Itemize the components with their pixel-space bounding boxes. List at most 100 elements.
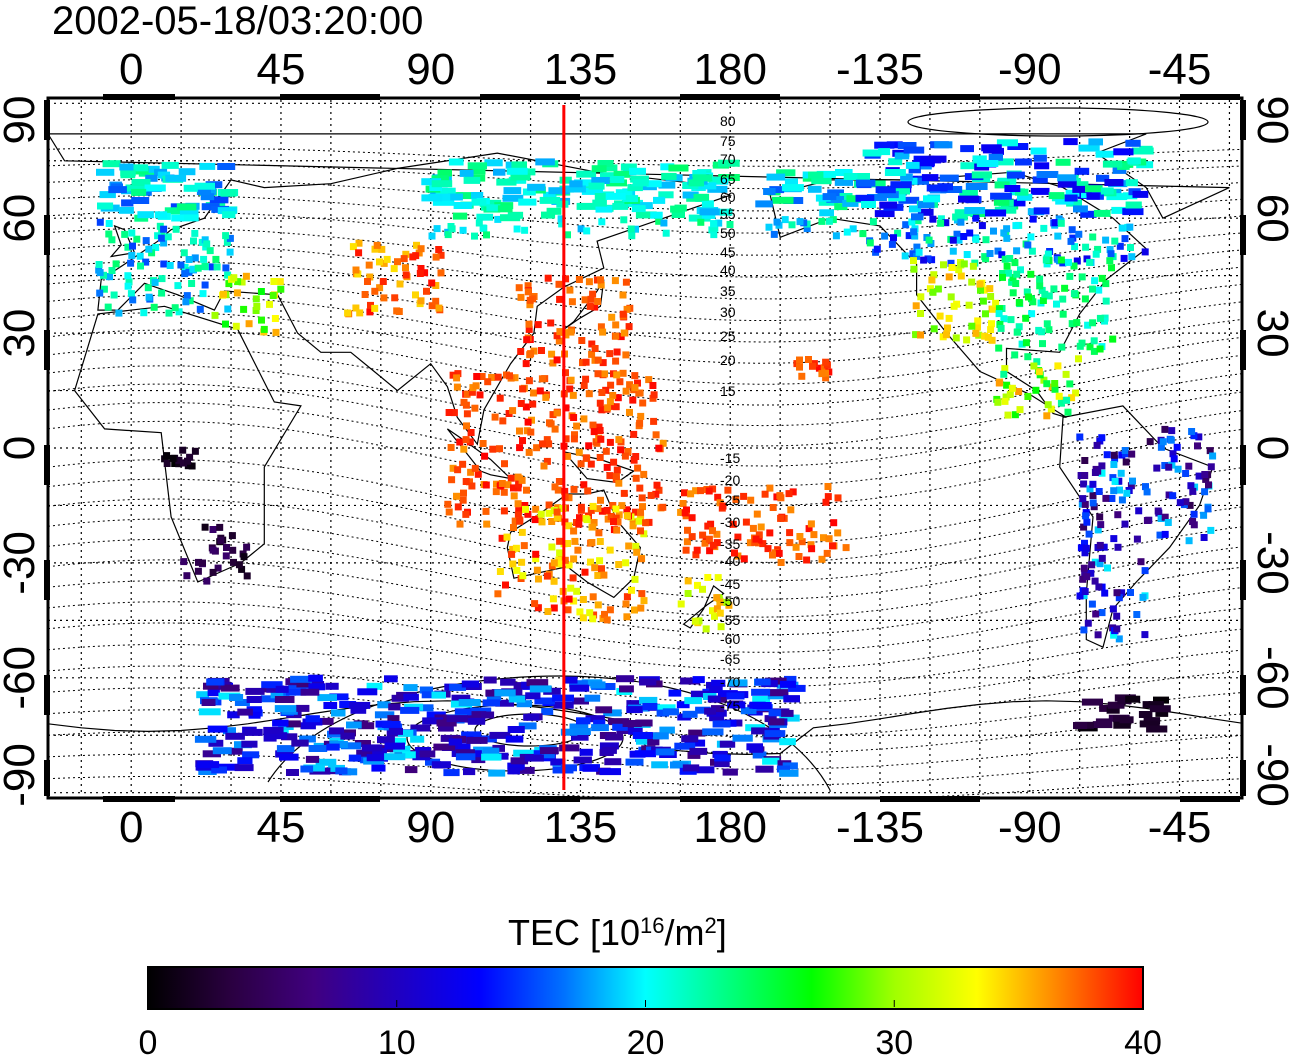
tec-point — [668, 689, 682, 697]
tec-point — [492, 488, 500, 496]
tec-point — [209, 526, 217, 533]
tec-point — [684, 697, 703, 705]
tec-point — [1169, 450, 1177, 458]
tec-point — [606, 606, 614, 614]
tec-point — [553, 508, 561, 516]
tec-point — [518, 198, 537, 206]
tec-point — [383, 255, 391, 263]
tec-point — [1004, 411, 1012, 419]
tec-point — [510, 492, 518, 500]
tec-point — [610, 458, 618, 466]
tec-point — [1089, 285, 1096, 293]
tec-point — [456, 192, 475, 200]
tec-point — [534, 321, 542, 329]
tec-point — [570, 485, 578, 493]
tec-point — [596, 557, 604, 565]
tec-point — [317, 694, 337, 702]
tec-point — [240, 553, 248, 561]
tec-point — [647, 491, 655, 499]
tec-point — [1036, 171, 1059, 178]
tec-point — [1079, 575, 1087, 583]
tec-point — [127, 259, 135, 267]
tec-point — [1112, 166, 1127, 174]
tec-point — [125, 278, 133, 286]
tec-point — [612, 357, 620, 365]
tec-point — [180, 249, 188, 257]
tec-point — [579, 614, 587, 622]
tec-point — [276, 745, 295, 753]
tec-point — [1027, 270, 1035, 278]
tec-point — [908, 166, 921, 174]
tec-point — [244, 728, 263, 736]
tec-point — [462, 510, 470, 518]
maglat-label: 45 — [720, 244, 736, 260]
tec-point — [803, 225, 811, 233]
tec-point — [913, 243, 921, 251]
tec-point — [620, 216, 628, 224]
tec-point — [995, 305, 1003, 313]
tec-point — [936, 312, 944, 320]
colorbar-tick-label: 10 — [378, 1024, 416, 1057]
tec-point — [1068, 226, 1076, 234]
tec-point — [583, 227, 591, 235]
tec-point — [928, 276, 936, 284]
tec-point — [587, 460, 595, 468]
tec-point — [131, 179, 151, 186]
tec-point — [95, 261, 103, 268]
tec-point — [296, 680, 311, 688]
tec-point — [183, 292, 191, 300]
tec-point — [1207, 463, 1215, 471]
maglat-label: 25 — [720, 328, 736, 344]
tec-point — [553, 513, 561, 521]
tec-point — [1104, 179, 1124, 186]
tec-point — [911, 213, 924, 221]
tec-point — [1077, 472, 1085, 479]
tec-point — [1095, 583, 1103, 591]
tec-point — [540, 462, 548, 470]
tec-point — [535, 575, 542, 583]
tec-point — [216, 523, 224, 531]
tec-point — [923, 195, 941, 203]
tec-point — [194, 264, 202, 272]
tec-point — [1015, 158, 1032, 166]
tec-point — [201, 263, 209, 270]
tec-point — [523, 336, 531, 344]
tec-point — [968, 278, 976, 286]
tec-point — [740, 555, 748, 563]
tec-point — [598, 389, 606, 396]
tec-point — [120, 169, 136, 177]
tec-point — [1089, 480, 1097, 488]
tec-point — [589, 615, 597, 623]
tec-point — [1029, 298, 1037, 306]
tec-point — [448, 158, 464, 166]
tec-point — [164, 233, 172, 241]
tec-point — [402, 264, 409, 272]
tec-point — [1154, 507, 1162, 515]
tec-point — [269, 292, 277, 299]
tec-point — [388, 703, 401, 711]
tec-point — [1084, 619, 1092, 627]
tec-point — [1059, 295, 1067, 303]
tec-point — [770, 230, 778, 238]
left-latitude-labels: 9060300-30-60-90 — [0, 96, 44, 807]
tec-point — [637, 527, 644, 535]
tec-point — [1033, 358, 1041, 366]
tec-point — [653, 481, 661, 489]
tec-point — [606, 472, 614, 480]
tec-point — [209, 568, 217, 576]
tec-point — [877, 191, 899, 199]
tec-point — [579, 359, 586, 367]
tec-point — [1044, 401, 1052, 409]
tec-point — [481, 452, 489, 460]
tec-point — [466, 736, 488, 744]
tec-point — [707, 695, 721, 703]
tec-point — [543, 436, 551, 444]
tec-point — [1075, 355, 1082, 363]
tec-point — [981, 332, 989, 340]
tec-point — [355, 239, 363, 247]
tec-point — [1082, 512, 1090, 520]
tec-point — [509, 763, 523, 771]
tec-point — [595, 706, 613, 714]
tec-point — [723, 598, 731, 606]
tec-point — [1062, 370, 1070, 378]
